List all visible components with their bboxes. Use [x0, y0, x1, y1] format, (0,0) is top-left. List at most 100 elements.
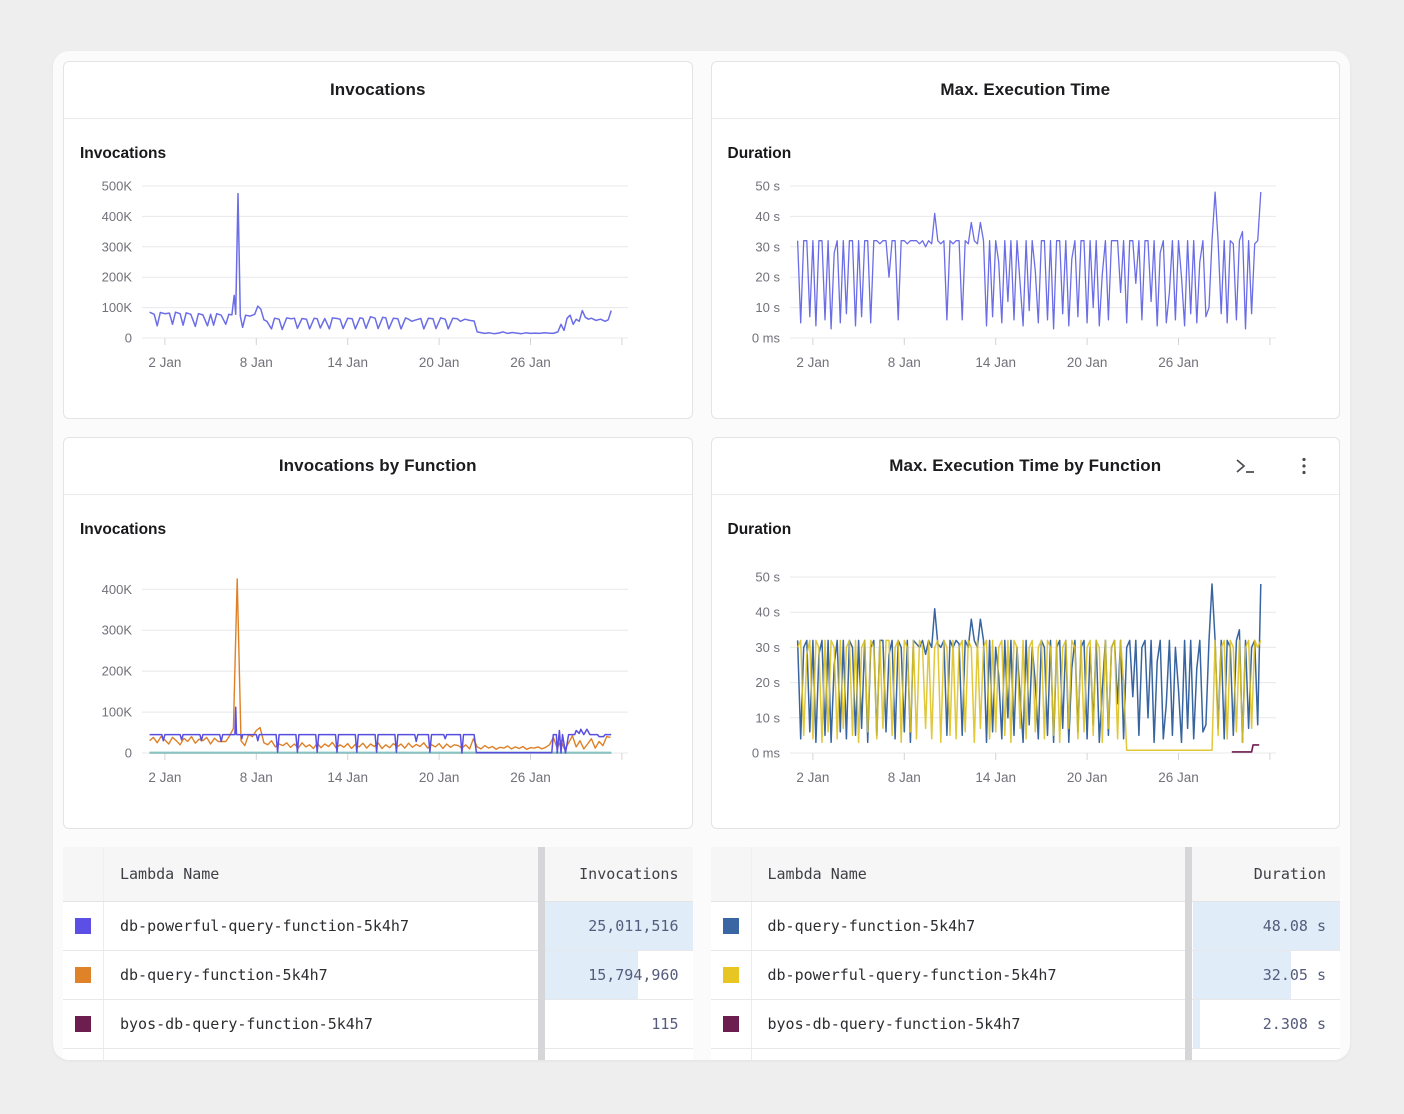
- table-row[interactable]: db-powerful-query-function-5k4h7 32.05 s: [710, 951, 1341, 1000]
- value-data-bar: [545, 902, 693, 950]
- svg-text:400K: 400K: [102, 582, 133, 597]
- svg-text:26 Jan: 26 Jan: [510, 770, 551, 785]
- svg-text:2 Jan: 2 Jan: [148, 355, 181, 370]
- kebab-menu-icon[interactable]: [1299, 454, 1309, 478]
- svg-text:300K: 300K: [102, 623, 133, 638]
- column-divider-scrollbar[interactable]: [537, 847, 545, 1060]
- panel-header-actions: [1231, 438, 1309, 494]
- table-header-row: Lambda Name Invocations: [63, 847, 693, 902]
- svg-text:50 s: 50 s: [755, 179, 780, 194]
- panel-title: Max. Execution Time: [940, 80, 1111, 99]
- lambda-name-cell[interactable]: db-query-function-5k4h7: [120, 966, 328, 984]
- svg-text:300K: 300K: [102, 239, 133, 254]
- invocations-chart[interactable]: 0 100K 200K 300K 400K 500K 2 Jan 8 Jan 14 Jan 20 …: [64, 171, 686, 383]
- invocations-table: Lambda Name Invocations db-powerful-quer…: [63, 847, 693, 1060]
- table-header-row: Lambda Name Duration: [710, 847, 1340, 902]
- table-body: db-query-function-5k4h7 48.08 s db-powerfu…: [710, 902, 1341, 1060]
- panel-title: Invocations: [329, 80, 426, 99]
- value-data-bar: [1192, 951, 1291, 999]
- lambda-name-cell[interactable]: db-powerful-query-function-5k4h7: [767, 966, 1057, 984]
- invocations-panel: Invocations Invocations 0 100K 200K 300K 400…: [63, 61, 693, 419]
- svg-text:100K: 100K: [102, 705, 133, 720]
- series-byos-db-query-function-5k4h7: [1231, 744, 1259, 753]
- table-row[interactable]: byos-db-query-function-5k4h7 2.308 s: [710, 1000, 1340, 1049]
- svg-text:8 Jan: 8 Jan: [240, 770, 273, 785]
- lambda-name-cell[interactable]: db-powerful-query-function-5k4h7: [120, 917, 409, 935]
- svg-text:14 Jan: 14 Jan: [975, 770, 1016, 785]
- svg-text:30 s: 30 s: [755, 239, 780, 254]
- table-row[interactable]: byos-db-query-function-5k4h7 115: [63, 1000, 693, 1049]
- table-row[interactable]: db-query-function-5k4h7 15,794,960: [63, 951, 693, 1000]
- value-data-bar: [1192, 902, 1340, 950]
- svg-text:20 Jan: 20 Jan: [419, 355, 460, 370]
- column-divider-scrollbar[interactable]: [1185, 847, 1192, 1060]
- series-color-swatch: [63, 1049, 104, 1060]
- svg-text:8 Jan: 8 Jan: [240, 355, 273, 370]
- series-color-swatch: [63, 902, 104, 950]
- svg-text:0 ms: 0 ms: [751, 331, 780, 346]
- y-axis-heading: Duration: [727, 521, 792, 538]
- table-row[interactable]: db-query-function-5k4h7 48.08 s: [710, 902, 1340, 951]
- svg-text:40 s: 40 s: [755, 605, 780, 620]
- series-color-swatch: [711, 902, 752, 950]
- svg-text:14 Jan: 14 Jan: [327, 355, 368, 370]
- panel-title: Max. Execution Time by Function: [889, 456, 1162, 475]
- svg-text:30 s: 30 s: [755, 640, 780, 655]
- svg-text:400K: 400K: [102, 209, 133, 224]
- value-cell: 25,011,516: [545, 902, 693, 950]
- value-cell: 15,794,960: [545, 951, 693, 999]
- svg-text:20 Jan: 20 Jan: [1066, 770, 1107, 785]
- table-row-partial[interactable]: [63, 1049, 693, 1060]
- svg-text:2 Jan: 2 Jan: [796, 355, 829, 370]
- value-data-bar: [545, 951, 638, 999]
- svg-text:50 s: 50 s: [755, 570, 780, 585]
- svg-text:8 Jan: 8 Jan: [887, 770, 920, 785]
- table-row-partial[interactable]: [710, 1049, 1341, 1060]
- series-color-swatch: [63, 951, 104, 999]
- y-axis-heading: Invocations: [80, 521, 167, 538]
- series-color-swatch: [711, 1049, 752, 1060]
- svg-text:100K: 100K: [102, 300, 133, 315]
- svg-text:0: 0: [125, 746, 132, 761]
- table-row[interactable]: db-powerful-query-function-5k4h7 25,011,5…: [63, 902, 693, 951]
- value-cell: 48.08 s: [1192, 902, 1340, 950]
- lambda-name-cell: [752, 1049, 1193, 1060]
- svg-text:2 Jan: 2 Jan: [796, 770, 829, 785]
- max-execution-time-by-function-chart[interactable]: 0 ms 10 s 20 s 30 s 40 s 50 s 2 Jan 8 Jan 14 Jan…: [712, 547, 1334, 794]
- dashboard-container: Invocations Invocations 0 100K 200K 300K 400…: [53, 51, 1350, 1060]
- svg-text:14 Jan: 14 Jan: [327, 770, 368, 785]
- invocations-by-function-chart[interactable]: 0 100K 200K 300K 400K 2 Jan 8 Jan 14 Jan 20 Jan 2…: [64, 547, 686, 794]
- duration-table: Lambda Name Duration db-query-function-5…: [710, 847, 1341, 1060]
- column-header-lambda-name[interactable]: Lambda Name: [767, 865, 867, 883]
- value-cell: [545, 1049, 693, 1060]
- max-execution-time-chart[interactable]: 0 ms 10 s 20 s 30 s 40 s 50 s 2 Jan 8 Jan 14 Jan…: [712, 171, 1334, 383]
- series-db-powerful-query-function-5k4h7: [149, 706, 612, 754]
- series-db-query-function-5k4h7: [149, 578, 611, 751]
- column-header-lambda-name[interactable]: Lambda Name: [120, 865, 220, 883]
- column-header-invocations[interactable]: Invocations: [579, 865, 679, 883]
- max-execution-time-panel: Max. Execution Time Duration 0 ms 10 s 20 …: [710, 61, 1340, 419]
- max-execution-time-panel-header: Max. Execution Time: [711, 62, 1339, 119]
- value-cell: 32.05 s: [1192, 951, 1341, 999]
- table-body: db-powerful-query-function-5k4h7 25,011,5…: [63, 902, 693, 1060]
- series-db-powerful-query-function-5k4h7: [796, 639, 1261, 751]
- svg-text:20 s: 20 s: [755, 675, 780, 690]
- y-axis-heading: Invocations: [80, 145, 167, 162]
- svg-text:40 s: 40 s: [755, 209, 780, 224]
- svg-text:26 Jan: 26 Jan: [1158, 355, 1199, 370]
- y-axis-heading: Duration: [727, 145, 792, 162]
- panel-title: Invocations by Function: [278, 456, 477, 475]
- lambda-name-cell[interactable]: byos-db-query-function-5k4h7: [120, 1015, 373, 1033]
- lambda-name-cell[interactable]: db-query-function-5k4h7: [767, 917, 976, 935]
- swatch-column-spacer: [711, 847, 752, 901]
- series-Duration: [796, 191, 1261, 330]
- lambda-name-cell[interactable]: byos-db-query-function-5k4h7: [767, 1015, 1021, 1033]
- value-cell: [1193, 1049, 1341, 1060]
- svg-text:26 Jan: 26 Jan: [1158, 770, 1199, 785]
- terminal-icon[interactable]: [1231, 454, 1259, 478]
- value-data-bar: [1192, 1000, 1200, 1048]
- svg-text:2 Jan: 2 Jan: [148, 770, 181, 785]
- column-header-duration[interactable]: Duration: [1253, 865, 1326, 883]
- svg-text:26 Jan: 26 Jan: [510, 355, 551, 370]
- series-color-swatch: [711, 1000, 752, 1048]
